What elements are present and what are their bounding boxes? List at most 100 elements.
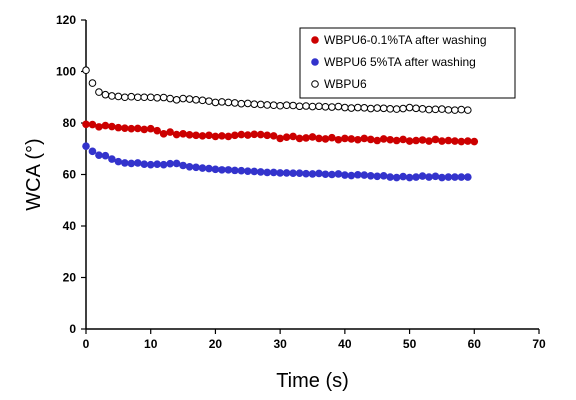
data-point <box>418 136 427 144</box>
data-point <box>179 161 187 170</box>
data-point <box>438 105 446 113</box>
data-point <box>289 132 297 141</box>
legend-label: WBPU6 5%TA after washing <box>324 55 476 69</box>
data-point <box>405 137 414 145</box>
legend-label: WBPU6-0.1%TA after washing <box>324 33 487 47</box>
data-point <box>108 92 116 100</box>
x-tick-label: 70 <box>532 337 546 351</box>
data-point <box>347 171 356 180</box>
data-point <box>282 169 291 177</box>
data-point <box>121 93 129 102</box>
data-point <box>198 96 207 105</box>
y-tick-label: 120 <box>56 13 76 27</box>
data-point <box>211 165 220 174</box>
data-point <box>366 104 375 113</box>
data-point <box>205 97 213 105</box>
data-point <box>166 128 174 136</box>
data-point <box>302 169 310 178</box>
data-point <box>457 173 466 181</box>
data-point <box>127 159 136 168</box>
data-point <box>159 93 168 102</box>
data-point <box>250 167 259 176</box>
data-point <box>379 171 388 180</box>
x-tick-label: 10 <box>144 337 158 351</box>
data-point <box>289 169 297 178</box>
data-point <box>166 94 174 103</box>
data-point <box>224 98 233 107</box>
data-point <box>334 135 343 144</box>
data-point <box>360 171 369 179</box>
data-point <box>108 122 116 131</box>
data-point <box>360 134 369 143</box>
data-point <box>438 137 446 145</box>
data-point <box>224 166 233 174</box>
data-point <box>341 171 349 179</box>
data-point <box>172 96 181 104</box>
data-point <box>431 105 440 114</box>
data-point <box>192 163 200 172</box>
x-axis-title: Time (s) <box>276 370 349 392</box>
data-point <box>451 106 459 114</box>
data-point <box>121 124 129 132</box>
data-point <box>302 102 310 110</box>
data-point <box>153 160 161 168</box>
data-point <box>354 103 362 112</box>
data-point <box>444 136 453 145</box>
data-point <box>451 137 459 145</box>
data-point <box>218 98 226 106</box>
data-point <box>431 172 440 181</box>
data-point <box>464 173 472 181</box>
data-point <box>211 98 220 107</box>
data-point <box>412 173 420 181</box>
data-point <box>95 123 103 131</box>
data-point <box>328 103 336 111</box>
y-tick-label: 40 <box>63 219 77 233</box>
legend: WBPU6-0.1%TA after washing WBPU6 5%TA aft… <box>299 27 516 99</box>
data-point <box>88 147 97 156</box>
data-point <box>451 173 459 181</box>
data-point <box>412 104 420 113</box>
data-point <box>237 130 246 139</box>
data-point <box>321 102 330 111</box>
data-point <box>269 101 278 110</box>
data-point <box>386 105 394 113</box>
data-point <box>192 131 200 140</box>
data-point <box>243 131 252 139</box>
data-point <box>360 104 369 112</box>
data-point <box>399 172 407 181</box>
data-point <box>101 121 110 130</box>
data-point <box>444 106 453 114</box>
data-point <box>269 168 278 177</box>
data-point <box>153 126 161 135</box>
data-point <box>172 130 181 139</box>
data-point <box>321 170 330 179</box>
data-point <box>95 88 103 96</box>
data-point <box>101 90 110 99</box>
series-3 <box>82 66 472 114</box>
data-point <box>282 133 291 141</box>
data-point <box>457 105 466 114</box>
data-point <box>425 173 433 181</box>
x-tick-label: 40 <box>338 337 352 351</box>
data-point <box>269 132 278 140</box>
legend-item: WBPU6 <box>311 77 367 91</box>
data-point <box>347 104 356 112</box>
data-point <box>218 166 226 174</box>
data-point <box>295 134 304 143</box>
data-point <box>405 173 414 182</box>
data-point <box>470 137 479 146</box>
data-point <box>295 169 304 178</box>
data-point <box>302 134 310 142</box>
data-point <box>308 133 317 141</box>
data-point <box>146 160 155 169</box>
data-point <box>159 160 168 169</box>
data-point <box>231 131 239 140</box>
data-point <box>412 136 420 145</box>
data-point <box>114 157 123 166</box>
data-point <box>464 137 472 145</box>
data-point <box>431 135 440 144</box>
data-point <box>231 99 239 107</box>
data-point <box>127 92 136 101</box>
data-point <box>140 160 149 168</box>
data-point <box>114 92 123 101</box>
